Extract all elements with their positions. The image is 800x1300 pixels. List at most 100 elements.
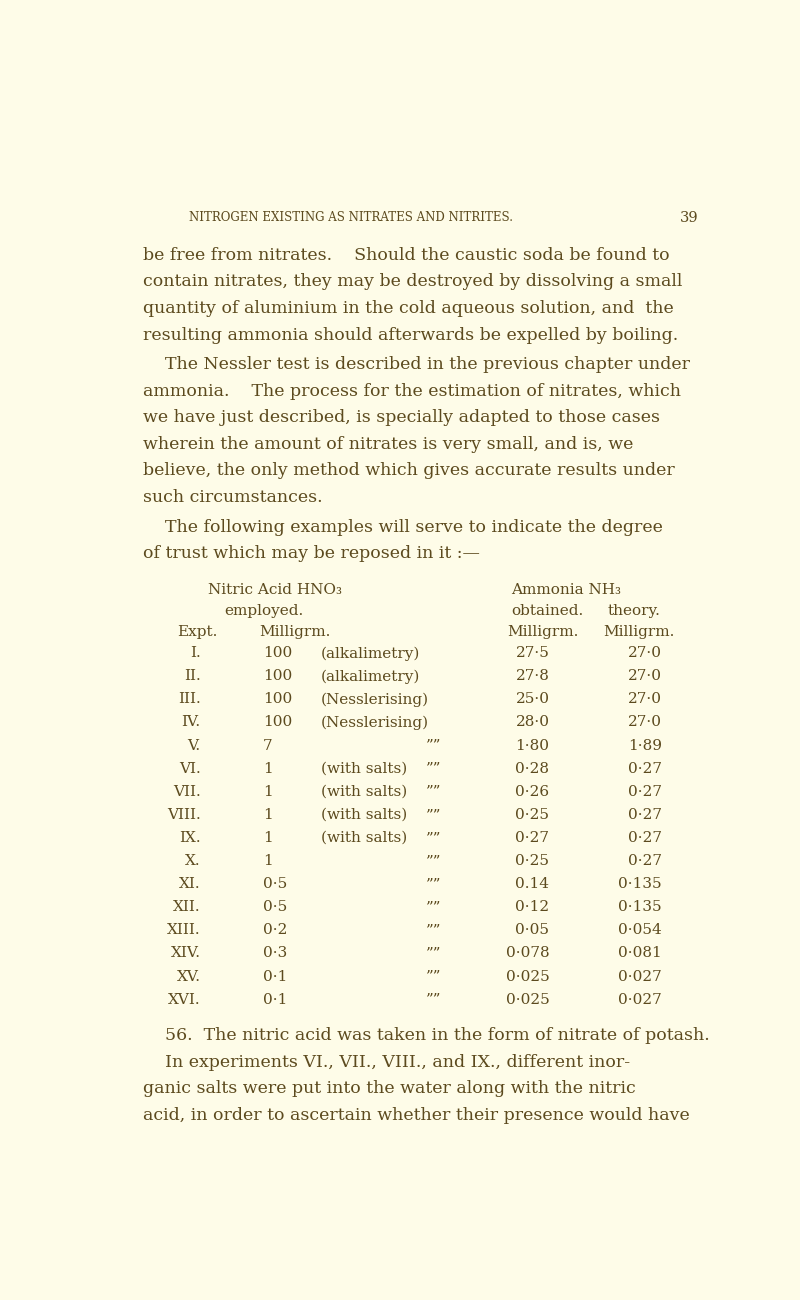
Text: 27·8: 27·8	[516, 670, 550, 684]
Text: 0·27: 0·27	[628, 854, 662, 868]
Text: X.: X.	[185, 854, 201, 868]
Text: (with salts): (with salts)	[321, 785, 407, 798]
Text: 1: 1	[262, 831, 273, 845]
Text: 0·05: 0·05	[515, 923, 550, 937]
Text: 0·135: 0·135	[618, 878, 662, 892]
Text: (with salts): (with salts)	[321, 762, 407, 776]
Text: XI.: XI.	[179, 878, 201, 892]
Text: (with salts): (with salts)	[321, 807, 407, 822]
Text: 0·135: 0·135	[618, 901, 662, 914]
Text: 0·26: 0·26	[515, 785, 550, 798]
Text: Milligrm.: Milligrm.	[507, 625, 578, 638]
Text: 0.14: 0.14	[515, 878, 550, 892]
Text: employed.: employed.	[224, 604, 303, 617]
Text: NITROGEN EXISTING AS NITRATES AND NITRITES.: NITROGEN EXISTING AS NITRATES AND NITRIT…	[189, 212, 513, 225]
Text: (with salts): (with salts)	[321, 831, 407, 845]
Text: 0·027: 0·027	[618, 970, 662, 984]
Text: 7: 7	[262, 738, 272, 753]
Text: 0·027: 0·027	[618, 993, 662, 1006]
Text: VIII.: VIII.	[167, 807, 201, 822]
Text: ammonia.    The process for the estimation of nitrates, which: ammonia. The process for the estimation …	[142, 382, 681, 400]
Text: 0·025: 0·025	[506, 993, 550, 1006]
Text: 27·0: 27·0	[628, 715, 662, 729]
Text: (alkalimetry): (alkalimetry)	[321, 670, 420, 684]
Text: 0·2: 0·2	[262, 923, 287, 937]
Text: 0·12: 0·12	[515, 901, 550, 914]
Text: Milligrm.: Milligrm.	[604, 625, 675, 638]
Text: 1: 1	[262, 762, 273, 776]
Text: ””: ””	[426, 738, 441, 753]
Text: ””: ””	[426, 762, 441, 776]
Text: II.: II.	[184, 670, 201, 684]
Text: 1·89: 1·89	[628, 738, 662, 753]
Text: VII.: VII.	[173, 785, 201, 798]
Text: In experiments VI., VII., VIII., and IX., different inor-: In experiments VI., VII., VIII., and IX.…	[142, 1054, 630, 1071]
Text: 56.  The nitric acid was taken in the form of nitrate of potash.: 56. The nitric acid was taken in the for…	[142, 1027, 710, 1044]
Text: I.: I.	[190, 646, 201, 660]
Text: obtained.: obtained.	[510, 604, 583, 617]
Text: 1: 1	[262, 785, 273, 798]
Text: (alkalimetry): (alkalimetry)	[321, 646, 420, 660]
Text: 0·1: 0·1	[262, 993, 287, 1006]
Text: 0·25: 0·25	[515, 854, 550, 868]
Text: 100: 100	[262, 715, 292, 729]
Text: ””: ””	[426, 807, 441, 822]
Text: 0·025: 0·025	[506, 970, 550, 984]
Text: of trust which may be reposed in it :—: of trust which may be reposed in it :—	[142, 545, 479, 562]
Text: (Nesslerising): (Nesslerising)	[321, 693, 429, 707]
Text: XVI.: XVI.	[168, 993, 201, 1006]
Text: 27·5: 27·5	[516, 646, 550, 660]
Text: The Nessler test is described in the previous chapter under: The Nessler test is described in the pre…	[142, 356, 690, 373]
Text: 0·081: 0·081	[618, 946, 662, 961]
Text: 27·0: 27·0	[628, 693, 662, 706]
Text: 0·27: 0·27	[628, 831, 662, 845]
Text: 1: 1	[262, 854, 273, 868]
Text: 0·27: 0·27	[628, 785, 662, 798]
Text: 0·5: 0·5	[262, 878, 287, 892]
Text: ””: ””	[426, 946, 441, 961]
Text: Expt.: Expt.	[178, 625, 218, 638]
Text: 0·27: 0·27	[628, 807, 662, 822]
Text: 1: 1	[262, 807, 273, 822]
Text: theory.: theory.	[608, 604, 661, 617]
Text: IV.: IV.	[182, 715, 201, 729]
Text: 27·0: 27·0	[628, 670, 662, 684]
Text: 0·28: 0·28	[515, 762, 550, 776]
Text: ””: ””	[426, 831, 441, 845]
Text: ””: ””	[426, 878, 441, 892]
Text: (Nesslerising): (Nesslerising)	[321, 715, 429, 729]
Text: 39: 39	[680, 212, 698, 225]
Text: XII.: XII.	[173, 901, 201, 914]
Text: Milligrm.: Milligrm.	[259, 625, 330, 638]
Text: 0·27: 0·27	[515, 831, 550, 845]
Text: Nitric Acid HNO₃: Nitric Acid HNO₃	[209, 584, 342, 598]
Text: be free from nitrates.    Should the caustic soda be found to: be free from nitrates. Should the causti…	[142, 247, 670, 264]
Text: contain nitrates, they may be destroyed by dissolving a small: contain nitrates, they may be destroyed …	[142, 273, 682, 290]
Text: 0·3: 0·3	[262, 946, 287, 961]
Text: V.: V.	[188, 738, 201, 753]
Text: 0·25: 0·25	[515, 807, 550, 822]
Text: wherein the amount of nitrates is very small, and is, we: wherein the amount of nitrates is very s…	[142, 436, 633, 452]
Text: 0·5: 0·5	[262, 901, 287, 914]
Text: 0·1: 0·1	[262, 970, 287, 984]
Text: ””: ””	[426, 901, 441, 914]
Text: 1·80: 1·80	[515, 738, 550, 753]
Text: The following examples will serve to indicate the degree: The following examples will serve to ind…	[142, 519, 662, 536]
Text: III.: III.	[178, 693, 201, 706]
Text: 0·054: 0·054	[618, 923, 662, 937]
Text: believe, the only method which gives accurate results under: believe, the only method which gives acc…	[142, 463, 674, 480]
Text: ganic salts were put into the water along with the nitric: ganic salts were put into the water alon…	[142, 1080, 635, 1097]
Text: 27·0: 27·0	[628, 646, 662, 660]
Text: 28·0: 28·0	[515, 715, 550, 729]
Text: 0·078: 0·078	[506, 946, 550, 961]
Text: IX.: IX.	[179, 831, 201, 845]
Text: ””: ””	[426, 923, 441, 937]
Text: such circumstances.: such circumstances.	[142, 489, 322, 506]
Text: 100: 100	[262, 670, 292, 684]
Text: we have just described, is specially adapted to those cases: we have just described, is specially ada…	[142, 410, 660, 426]
Text: 100: 100	[262, 693, 292, 706]
Text: Ammonia NH₃: Ammonia NH₃	[510, 584, 621, 598]
Text: 100: 100	[262, 646, 292, 660]
Text: 0·27: 0·27	[628, 762, 662, 776]
Text: resulting ammonia should afterwards be expelled by boiling.: resulting ammonia should afterwards be e…	[142, 326, 678, 343]
